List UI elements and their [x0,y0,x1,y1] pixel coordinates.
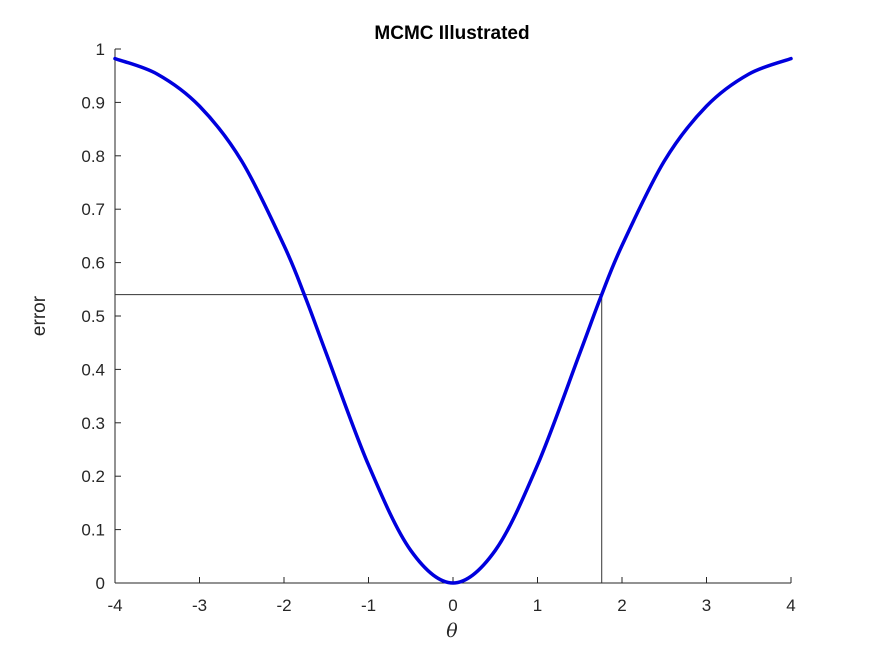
plot-area: -4 -3 -2 -1 0 1 2 3 4 0 0.1 0.2 0.3 0.4 0.5 0.6 0.7 0.8 0.… [81,40,795,615]
y-tick-label: 1 [96,40,105,59]
x-axis-label: θ [446,620,458,642]
x-tick-label: 3 [702,596,711,615]
y-tick-label: 0 [96,574,105,593]
y-tick-label: 0.4 [81,360,105,379]
x-tick-label: -4 [107,596,122,615]
x-tick-label: -3 [192,596,207,615]
y-tick-label: 0.5 [81,307,105,326]
series-line [113,56,793,585]
y-tick-label: 0.9 [81,93,105,112]
y-tick-label: 0.2 [81,467,105,486]
y-tick-label: 0.1 [81,521,105,540]
x-tick-label: 4 [786,596,795,615]
y-tick-label: 0.8 [81,147,105,166]
x-tick-label: 2 [617,596,626,615]
x-tick-label: 1 [533,596,542,615]
chart-title: MCMC Illustrated [374,23,529,44]
x-tick-label: 0 [448,596,457,615]
y-tick-label: 0.6 [81,254,105,273]
y-tick-label: 0.3 [81,414,105,433]
y-tick-label: 0.7 [81,200,105,219]
x-tick-label: -2 [276,596,291,615]
x-tick-label: -1 [361,596,376,615]
y-axis-label: error [29,295,50,336]
